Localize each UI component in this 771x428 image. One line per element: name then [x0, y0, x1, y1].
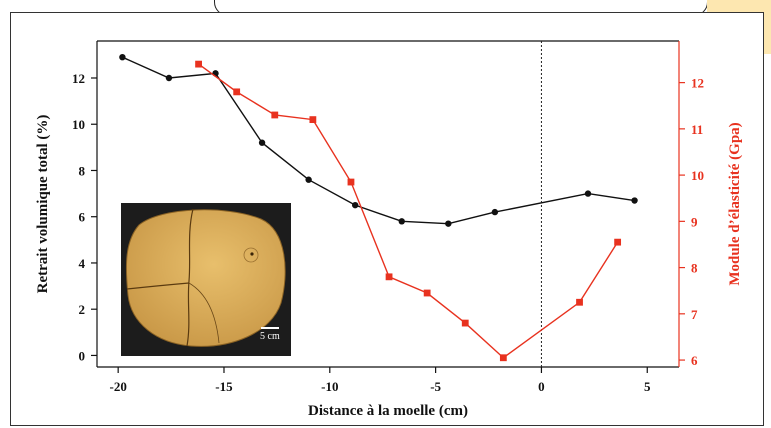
- y-right-tick-label: 7: [691, 307, 698, 322]
- y-left-tick-label: 10: [72, 117, 85, 132]
- figure-panel: -20 -15 -10 -5 0 5 0 2 4 6 8 10 12 6 7 8 9 10 11 12 Distanc…: [10, 12, 764, 426]
- wood-cross-section-photo: 5 cm: [121, 203, 291, 356]
- y-right-tick-label: 9: [691, 214, 698, 229]
- y-axis-label-left: Retrait volumique total (%): [35, 115, 51, 294]
- y-right-tick-label: 10: [691, 168, 704, 183]
- data-point-right: [271, 111, 279, 119]
- x-tick-label: 0: [538, 379, 545, 394]
- data-point-right: [385, 273, 393, 281]
- y-left-tick-label: 2: [79, 302, 86, 317]
- x-tick-label: -20: [109, 379, 126, 394]
- y-right-tick-label: 11: [691, 122, 703, 137]
- y-right-tick-label: 6: [691, 353, 698, 368]
- data-point-left: [491, 208, 499, 216]
- chart-canvas: -20 -15 -10 -5 0 5 0 2 4 6 8 10 12 6 7 8 9 10 11 12 Distanc…: [35, 40, 743, 419]
- data-point-left: [165, 74, 173, 82]
- series-line-left: [122, 56, 635, 225]
- y-left-tick-label: 0: [79, 348, 86, 363]
- scale-bar: [261, 327, 279, 329]
- y-left-tick-label: 6: [79, 210, 86, 225]
- data-point-left: [445, 220, 452, 227]
- x-axis-label: Distance à la moelle (cm): [308, 403, 468, 419]
- series-layer: [119, 53, 638, 362]
- data-point-right: [614, 238, 622, 246]
- data-point-left: [631, 197, 638, 204]
- crack-line-horizontal: [126, 282, 190, 290]
- x-tick-label: -15: [215, 379, 233, 394]
- y-left-tick-label: 12: [72, 71, 85, 86]
- x-tick-label: 5: [644, 379, 651, 394]
- data-point-right: [347, 178, 355, 186]
- y-left-tick-label: 4: [79, 256, 86, 271]
- data-point-right: [309, 116, 317, 124]
- y-right-tick-label: 8: [691, 261, 698, 276]
- data-point-right: [423, 289, 431, 297]
- axes-layer: -20 -15 -10 -5 0 5 0 2 4 6 8 10 12 6 7 8 9 10 11 12: [72, 40, 704, 394]
- crack-line-vertical: [186, 208, 194, 347]
- crack-line-diagonal: [188, 282, 220, 344]
- data-point-left: [305, 176, 312, 183]
- data-point-left: [119, 53, 126, 61]
- data-point-right: [576, 298, 583, 306]
- y-right-tick-label: 12: [691, 76, 704, 91]
- data-point-right: [499, 354, 507, 362]
- data-point-right: [195, 60, 202, 68]
- data-point-left: [398, 218, 405, 225]
- y-left-tick-label: 8: [79, 163, 86, 178]
- scale-bar-label: 5 cm: [260, 331, 280, 342]
- data-point-left: [258, 139, 266, 146]
- wood-disc: [125, 209, 286, 347]
- pith-center: [250, 252, 254, 256]
- data-point-left: [351, 201, 359, 209]
- x-tick-label: -10: [321, 379, 338, 394]
- data-point-right: [461, 319, 469, 327]
- data-point-left: [584, 190, 592, 197]
- y-axis-label-right: Module d’élasticité (Gpa): [727, 122, 743, 285]
- data-point-right: [233, 88, 241, 96]
- pith-ring: [243, 247, 259, 263]
- x-tick-label: -5: [430, 379, 441, 394]
